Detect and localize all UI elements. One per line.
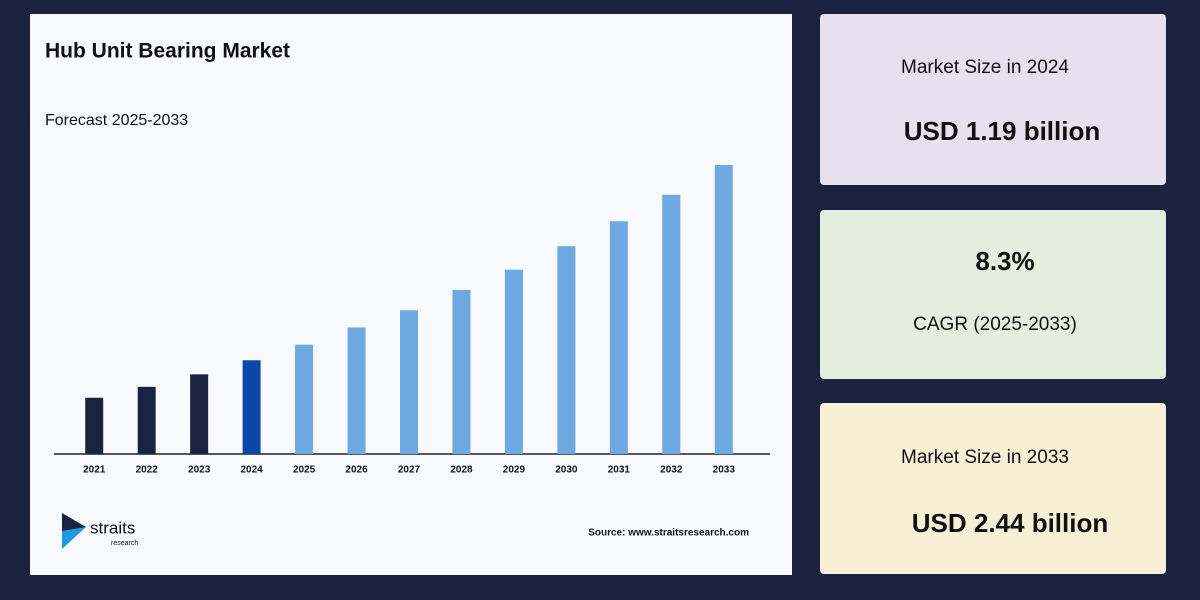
x-tick-label: 2032 <box>660 465 683 476</box>
x-tick-label: 2024 <box>240 465 263 476</box>
x-tick-label: 2028 <box>450 465 473 476</box>
bar <box>452 289 471 454</box>
card-label: CAGR (2025-2033) <box>913 314 1077 335</box>
x-tick-label: 2027 <box>398 465 421 476</box>
bar <box>295 344 314 454</box>
x-tick-label: 2029 <box>503 465 526 476</box>
card-value: USD 1.19 billion <box>904 116 1101 146</box>
bar <box>662 194 681 454</box>
x-tick-label: 2030 <box>555 465 578 476</box>
card <box>820 210 1166 379</box>
source: Source: www.straitsresearch.com <box>588 528 749 539</box>
bar <box>190 374 209 454</box>
bar <box>85 397 104 454</box>
bar <box>609 221 628 454</box>
card-label: Market Size in 2033 <box>901 447 1069 468</box>
x-tick-label: 2022 <box>136 465 159 476</box>
logo-mark <box>62 527 86 549</box>
bar <box>504 269 523 454</box>
x-tick-label: 2031 <box>608 465 631 476</box>
card <box>820 403 1166 574</box>
x-tick-label: 2026 <box>345 465 368 476</box>
x-tick-label: 2033 <box>713 465 736 476</box>
bar <box>347 327 366 454</box>
logo-name: straits <box>90 518 135 537</box>
card <box>820 14 1166 185</box>
x-tick-label: 2021 <box>83 465 106 476</box>
bar <box>400 310 418 454</box>
chart-title: Hub Unit Bearing Market <box>45 40 290 63</box>
card-value: USD 2.44 billion <box>912 508 1109 538</box>
chart-subtitle: Forecast 2025-2033 <box>45 112 188 129</box>
logo: straits research <box>62 513 138 549</box>
card-label: Market Size in 2024 <box>901 57 1069 78</box>
bar <box>714 164 733 454</box>
bar <box>242 360 261 454</box>
bar <box>557 246 576 454</box>
card-value: 8.3% <box>975 246 1034 276</box>
x-tick-label: 2023 <box>188 465 211 476</box>
logo-tagline: research <box>111 540 138 547</box>
bar <box>137 386 156 454</box>
x-tick-label: 2025 <box>293 465 316 476</box>
